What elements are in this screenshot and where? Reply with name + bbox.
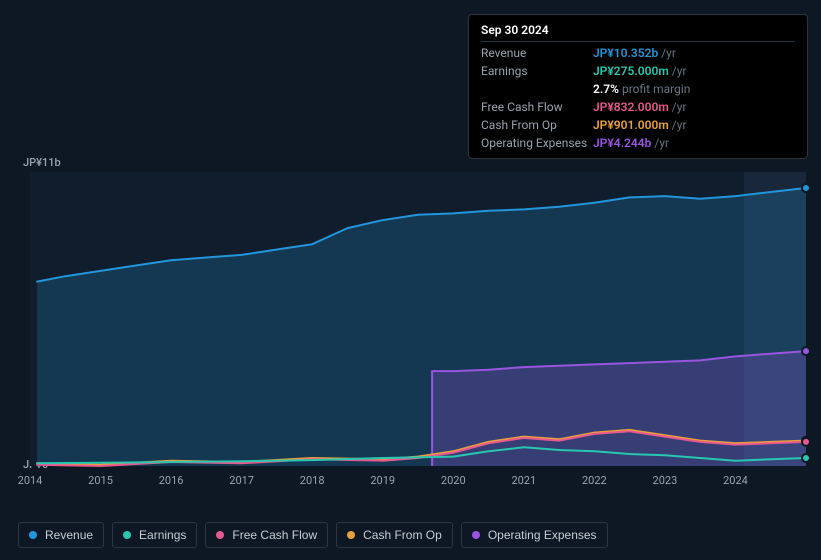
- x-axis-tick: 2023: [653, 474, 678, 487]
- tooltip-row: Cash From OpJP¥901.000m/yr: [481, 116, 795, 134]
- tooltip-row-value: 2.7%: [593, 82, 619, 96]
- legend-item[interactable]: Earnings: [112, 522, 197, 548]
- legend-label: Operating Expenses: [488, 528, 597, 542]
- legend-label: Cash From Op: [363, 528, 442, 542]
- tooltip-row-suffix: /yr: [654, 136, 669, 150]
- legend-label: Earnings: [139, 528, 186, 542]
- tooltip-row-label: Earnings: [481, 64, 593, 78]
- legend-swatch: [472, 531, 480, 539]
- legend-swatch: [216, 531, 224, 539]
- x-axis-tick: 2022: [582, 474, 607, 487]
- x-axis-tick: 2015: [88, 474, 113, 487]
- x-axis: 2014201520162017201820192020202120222023…: [30, 474, 806, 494]
- tooltip-row-label: Cash From Op: [481, 118, 593, 132]
- tooltip-row-suffix: /yr: [672, 64, 687, 78]
- tooltip-row: RevenueJP¥10.352b/yr: [481, 44, 795, 62]
- tooltip-row-suffix: /yr: [672, 100, 687, 114]
- tooltip-row: 2.7%profit margin: [481, 80, 795, 98]
- legend-swatch: [29, 531, 37, 539]
- chart-svg: [30, 172, 806, 466]
- x-axis-tick: 2021: [511, 474, 536, 487]
- legend-item[interactable]: Revenue: [18, 522, 104, 548]
- tooltip-row-value: JP¥4.244b: [593, 136, 651, 150]
- tooltip-row-suffix: profit margin: [622, 82, 690, 96]
- legend-swatch: [123, 531, 131, 539]
- tooltip-row-label: Revenue: [481, 46, 593, 60]
- legend-item[interactable]: Cash From Op: [336, 522, 453, 548]
- chart-container: JP¥11b JP¥0 2014201520162017201820192020…: [18, 156, 808, 506]
- legend-label: Revenue: [45, 528, 93, 542]
- legend: Revenue Earnings Free Cash Flow Cash From O…: [18, 522, 608, 548]
- tooltip-row: EarningsJP¥275.000m/yr: [481, 62, 795, 80]
- tooltip-row-label: Free Cash Flow: [481, 100, 593, 114]
- x-axis-tick: 2014: [18, 474, 43, 487]
- legend-label: Free Cash Flow: [232, 528, 317, 542]
- tooltip-row-value: JP¥275.000m: [593, 64, 669, 78]
- tooltip-row-suffix: /yr: [661, 46, 676, 60]
- y-axis-max-label: JP¥11b: [23, 156, 61, 169]
- x-axis-tick: 2019: [370, 474, 395, 487]
- legend-swatch: [347, 531, 355, 539]
- tooltip-row: Free Cash FlowJP¥832.000m/yr: [481, 98, 795, 116]
- tooltip-row-value: JP¥901.000m: [593, 118, 669, 132]
- chart-tooltip: Sep 30 2024 RevenueJP¥10.352b/yrEarnings…: [468, 14, 808, 159]
- x-axis-tick: 2016: [159, 474, 184, 487]
- x-axis-tick: 2018: [300, 474, 325, 487]
- tooltip-row-value: JP¥10.352b: [593, 46, 658, 60]
- x-axis-tick: 2024: [723, 474, 748, 487]
- x-axis-tick: 2020: [441, 474, 466, 487]
- tooltip-row-value: JP¥832.000m: [593, 100, 669, 114]
- legend-item[interactable]: Operating Expenses: [461, 522, 608, 548]
- tooltip-row: Operating ExpensesJP¥4.244b/yr: [481, 134, 795, 152]
- tooltip-date: Sep 30 2024: [481, 23, 795, 42]
- tooltip-row-suffix: /yr: [672, 118, 687, 132]
- tooltip-row-label: Operating Expenses: [481, 136, 593, 150]
- chart-root: { "tooltip": { "x": 468, "y": 14, "w": 3…: [0, 0, 821, 560]
- legend-item[interactable]: Free Cash Flow: [205, 522, 328, 548]
- x-axis-tick: 2017: [229, 474, 254, 487]
